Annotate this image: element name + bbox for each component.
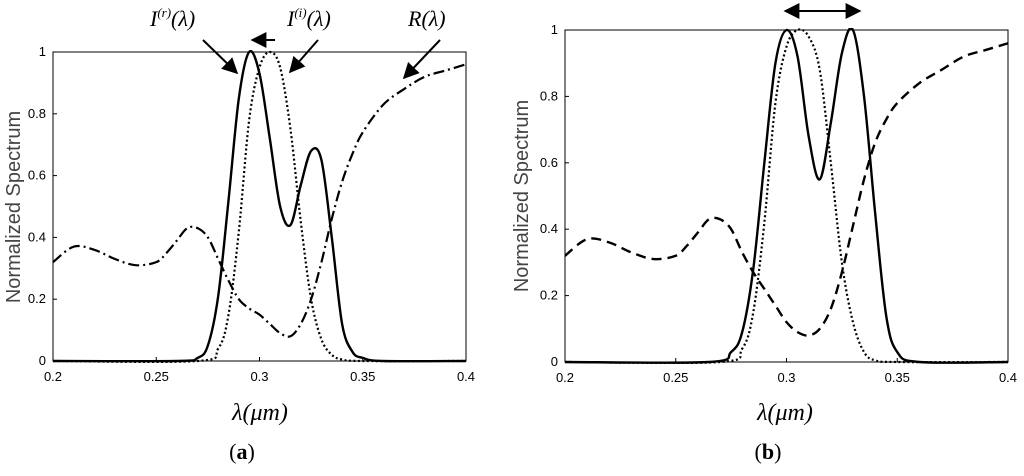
- x-tick-label-a: 0.2: [44, 369, 62, 384]
- series-line-b-dotted: [565, 28, 1008, 364]
- series-line-b-solid: [565, 28, 1008, 364]
- y-axis-label-b: Normalized Spectrum: [511, 100, 533, 292]
- series-line-a-solid: [53, 50, 466, 363]
- y-tick-label-b: 0.6: [540, 155, 558, 170]
- annotation-ii: I(i)(λ): [286, 5, 331, 31]
- panel-b: 0.2 0.25 0.3 0.35 0.400.20.40.60.81 Normaliz…: [511, 3, 1017, 464]
- y-tick-label-b: 0.4: [540, 221, 558, 236]
- series-group-a: 0.2 0.25 0.3 0.35 0.400.20.40.60.81: [28, 44, 475, 384]
- x-tick-label-a: 0.3: [250, 369, 268, 384]
- x-tick-label-a: 0.25: [144, 369, 169, 384]
- y-tick-label-a: 0: [39, 353, 46, 368]
- annotation-ir: I(r)(λ): [149, 5, 195, 31]
- y-tick-label-b: 1: [551, 22, 558, 37]
- y-tick-label-b: 0.2: [540, 288, 558, 303]
- y-tick-label-b: 0.8: [540, 88, 558, 103]
- series-line-b-dashed: [565, 42, 1008, 337]
- x-tick-label-b: 0.3: [777, 370, 795, 385]
- x-tick-label-b: 0.2: [556, 370, 574, 385]
- y-tick-label-a: 1: [39, 44, 46, 59]
- x-tick-label-a: 0.35: [350, 369, 375, 384]
- series-line-a-dashdot: [53, 63, 466, 338]
- arrow-ir: [202, 39, 239, 75]
- panel-a: 0.2 0.25 0.3 0.35 0.400.20.40.60.81 Normaliz…: [3, 5, 475, 464]
- x-axis-label-a: λ(μm): [231, 400, 288, 426]
- plot-area-b: [564, 29, 1009, 363]
- y-tick-label-a: 0.4: [28, 229, 46, 244]
- y-tick-label-b: 0: [551, 354, 558, 369]
- x-tick-label-a: 0.4: [457, 369, 475, 384]
- x-tick-label-b: 0.35: [885, 370, 910, 385]
- y-tick-label-a: 0.2: [28, 291, 46, 306]
- y-axis-label-a: Normalized Spectrum: [3, 111, 25, 303]
- arrow-r: [402, 39, 441, 80]
- panel-label-b: (b): [755, 439, 782, 464]
- annotation-r: R(λ): [407, 6, 446, 31]
- y-tick-label-a: 0.8: [28, 106, 46, 121]
- x-axis-label-b: λ(μm): [756, 400, 813, 426]
- arrow-ii: [288, 39, 319, 74]
- x-tick-label-b: 0.25: [663, 370, 688, 385]
- x-tick-label-b: 0.4: [999, 370, 1017, 385]
- panel-label-a: (a): [229, 439, 255, 464]
- series-group-b: 0.2 0.25 0.3 0.35 0.400.20.40.60.81: [540, 22, 1017, 385]
- y-tick-label-a: 0.6: [28, 168, 46, 183]
